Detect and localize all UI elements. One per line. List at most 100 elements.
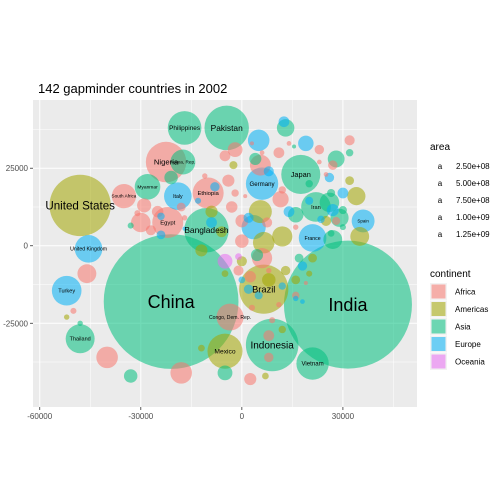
bubble-label-pakistan: Pakistan: [211, 123, 243, 133]
bubble-sudan: [170, 362, 192, 384]
bubble-greece: [283, 206, 295, 218]
bubble-dominican-republic: [280, 265, 291, 276]
continent-legend-key-africa: [431, 284, 446, 299]
x-tick-label: -60000: [27, 412, 52, 421]
bubble-namibia: [248, 304, 255, 311]
bubble-senegal: [226, 201, 238, 213]
bubble-finland: [305, 196, 314, 205]
bubble-morocco: [131, 212, 151, 233]
bubble-sri-lanka: [217, 365, 233, 381]
continent-legend-label: Oceania: [455, 358, 485, 367]
bubbles: China India United States Indonesia Brazil Pa…: [45, 105, 412, 386]
bubble-label-south-africa: South Africa: [112, 194, 137, 199]
area-legend: area a 2.50e+08 a 5.00e+08 a 7.50e+08 a 1.00e+09…: [430, 142, 490, 239]
bubble-chad: [145, 225, 156, 236]
bubble-serbia: [263, 166, 274, 177]
bubble-bulgaria: [243, 284, 254, 294]
bubble-netherlands: [326, 204, 339, 217]
bubble-norway: [254, 291, 263, 300]
bubble-costa-rica: [278, 325, 286, 334]
bubble-united-kingdom: [74, 235, 103, 263]
continent-legend-key-americas: [431, 302, 446, 316]
bubble-syria: [123, 369, 138, 383]
bubble-venezuela: [347, 187, 366, 206]
bubble-switzerland: [297, 261, 308, 271]
x-axis: -60000 -30000 0 30000: [27, 407, 355, 421]
bubble-poland: [247, 129, 270, 152]
bubble-nicaragua: [229, 161, 238, 170]
bubble-colombia: [248, 200, 272, 224]
bubble-somalia: [264, 352, 274, 363]
bubble-philippines: [167, 111, 202, 145]
bubble-jamaica: [306, 270, 313, 277]
bubble-bangladesh: [184, 208, 229, 253]
bubble-equatorial-guinea: [259, 150, 265, 156]
bubble-botswana: [134, 210, 141, 217]
area-legend-label: 2.50e+08: [456, 162, 490, 171]
bubble-west-bank-and-gaza: [77, 320, 83, 326]
bubble-togo: [231, 189, 239, 197]
continent-legend-label: Americas: [455, 305, 488, 314]
bubble-guinea: [233, 265, 244, 276]
bubble-label-japan: Japan: [291, 170, 311, 179]
bubble-croatia: [278, 282, 286, 290]
bubble-oman: [127, 222, 134, 229]
bubble-label-mexico: Mexico: [214, 349, 235, 356]
bubble-angola: [222, 174, 235, 187]
bubble-ecuador: [195, 244, 208, 257]
bubble-malawi: [273, 147, 285, 159]
bubble-tanzania: [96, 346, 118, 369]
area-legend-label: 5.00e+08: [456, 179, 490, 188]
x-tick-label: 30000: [332, 412, 355, 421]
bubble-mexico: [207, 333, 243, 369]
bubble-label-china: China: [148, 292, 196, 312]
bubble-yemen-rep: [249, 152, 262, 165]
bubble-comoros: [243, 194, 248, 199]
bubble-slovenia: [293, 295, 299, 302]
continent-legend-label: Africa: [455, 288, 476, 297]
bubble-guatemala: [205, 205, 218, 218]
bubble-paraguay: [345, 176, 355, 186]
bubble-france: [298, 224, 327, 252]
bubble-vietnam: [296, 347, 329, 380]
area-legend-glyph: a: [438, 196, 443, 205]
bubble-mauritania: [269, 317, 276, 324]
bubble-madagascar: [227, 142, 243, 158]
bubble-turkey: [51, 275, 82, 306]
bubble-slovak-republic: [195, 197, 202, 204]
continent-legend-label: Europe: [455, 340, 481, 349]
area-legend-glyph: a: [438, 213, 443, 222]
bubble-korea-dem-rep: [164, 170, 178, 185]
bubble-korea-rep: [170, 149, 196, 175]
bubble-el-salvador: [291, 275, 301, 285]
bubble-singapore: [345, 149, 354, 157]
bubble-czech-republic: [206, 217, 217, 228]
bubble-swaziland: [323, 172, 329, 177]
bubble-guinea-bissau: [293, 224, 299, 230]
bubble-united-states: [49, 174, 111, 237]
bubble-mongolia: [327, 229, 335, 237]
bubble-cameroon: [235, 234, 249, 248]
bubble-label-france: France: [305, 236, 321, 242]
bubble-uganda: [77, 264, 97, 284]
bubble-label-united-states: United States: [45, 200, 115, 213]
bubble-label-india: India: [328, 295, 368, 315]
continent-legend-key-europe: [431, 337, 446, 351]
area-legend-title: area: [430, 142, 450, 153]
bubble-label-united-kingdom: United Kingdom: [70, 247, 107, 253]
bubble-spain: [351, 209, 375, 233]
bubble-peru: [350, 227, 370, 246]
bubble-honduras: [308, 253, 317, 263]
bubble-cambodia: [250, 248, 264, 262]
bubble-label-philippines: Philippines: [169, 125, 200, 132]
bubble-denmark: [156, 230, 166, 240]
bubble-central-african-republic: [266, 267, 272, 274]
area-legend-label: 1.25e+09: [456, 230, 490, 239]
y-tick-label: 0: [24, 242, 29, 251]
bubble-gabon: [202, 173, 208, 179]
bubble-label-ethiopia: Ethiopia: [198, 191, 220, 197]
bubble-cuba: [216, 226, 228, 238]
bubble-romania: [298, 135, 314, 152]
bubble-label-nigeria: Nigeria: [154, 158, 179, 167]
bubble-kuwait: [339, 224, 346, 231]
